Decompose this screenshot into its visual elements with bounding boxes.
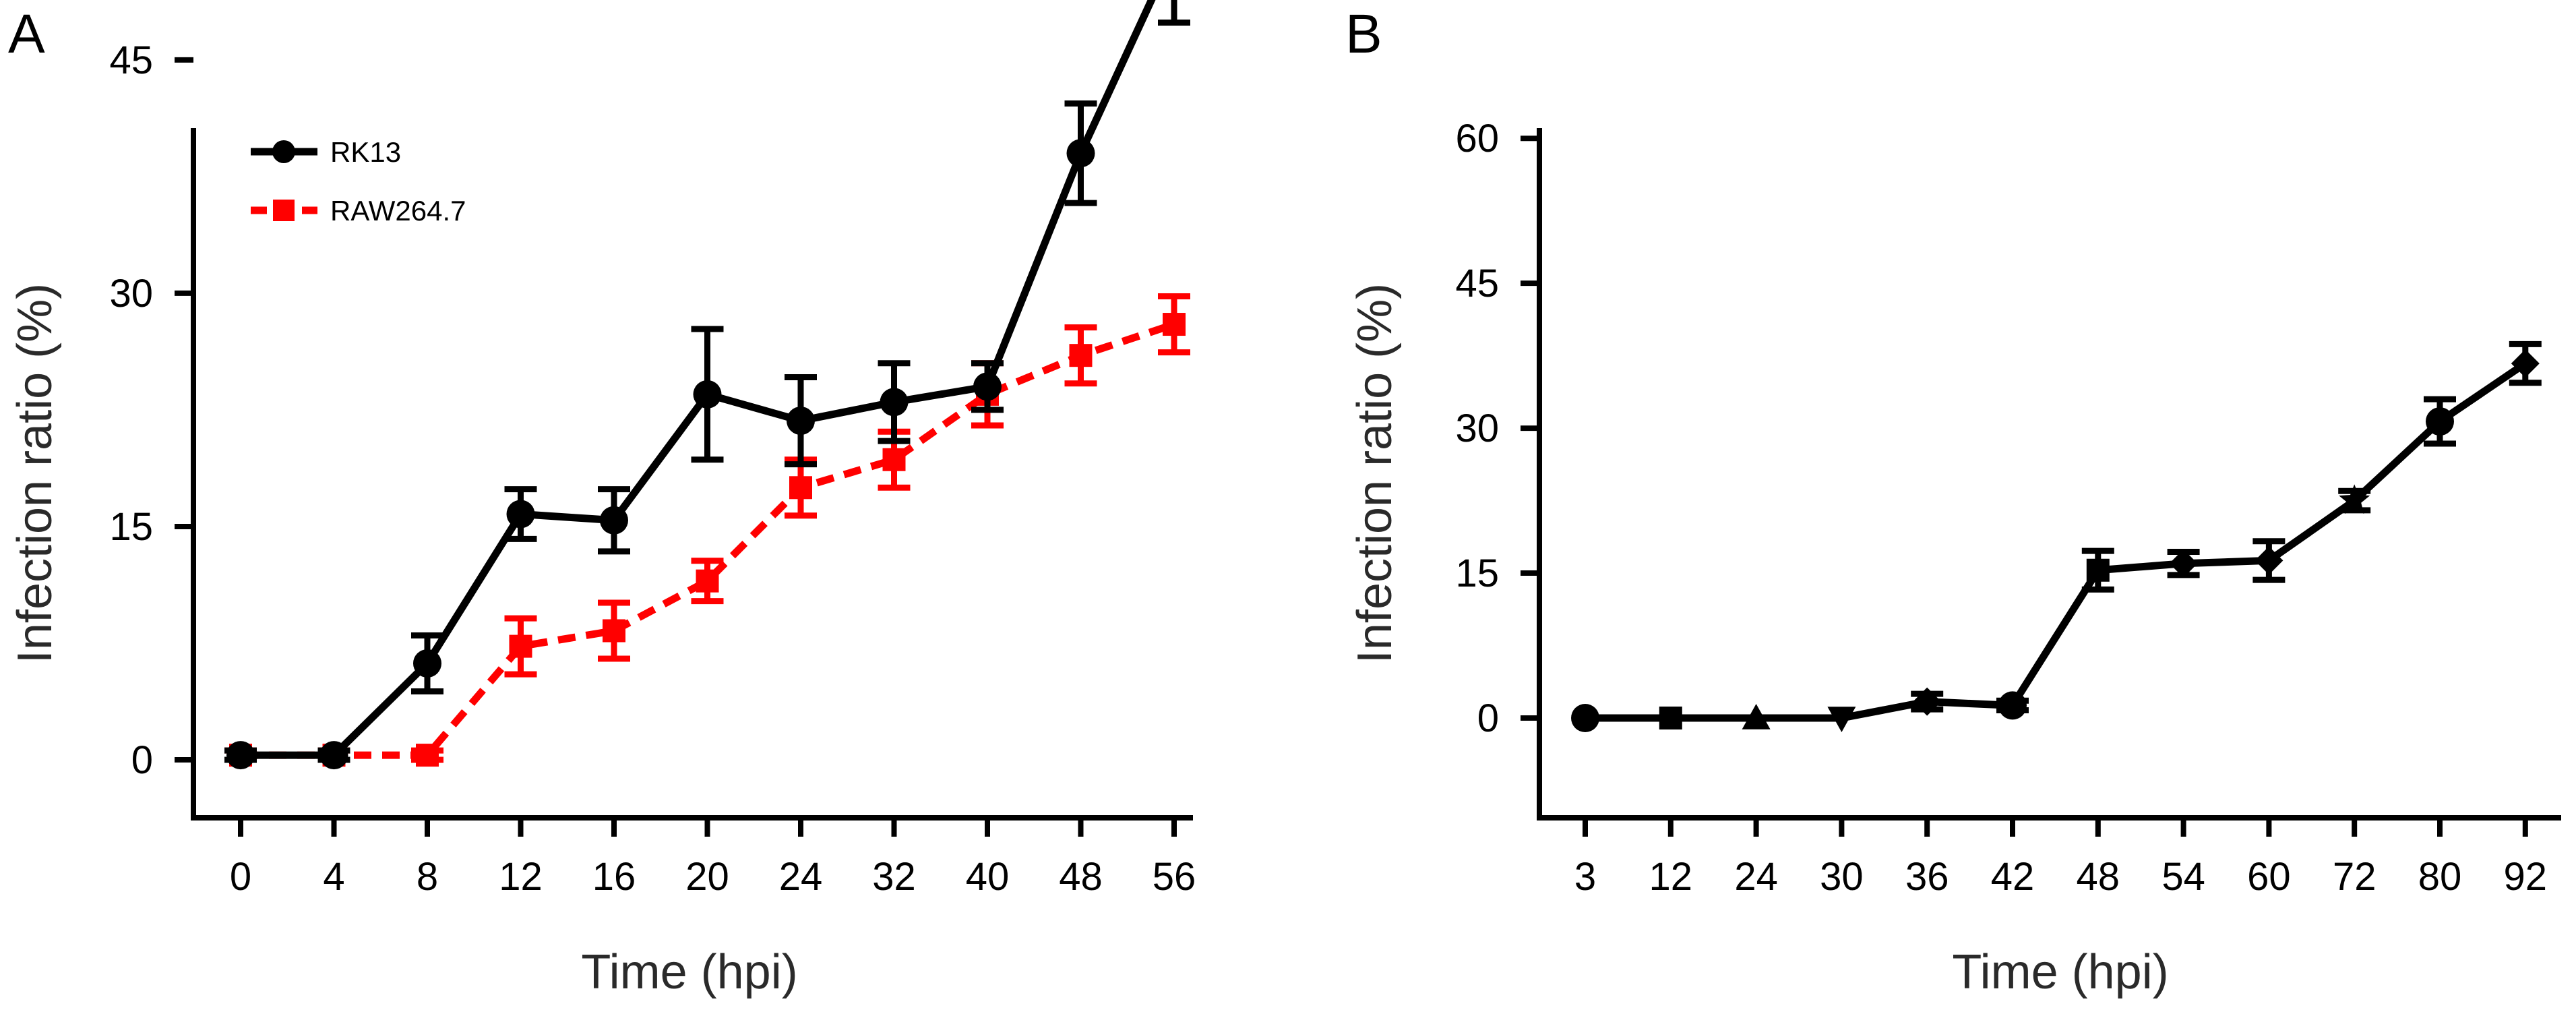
- series-line: [1585, 360, 2527, 722]
- chart-a-x-label: Time (hpi): [581, 945, 797, 999]
- data-point: [1742, 704, 1771, 729]
- x-tick-label: 0: [230, 855, 251, 899]
- data-point: [416, 744, 439, 767]
- legend-raw264-marker: [273, 200, 295, 221]
- y-tick-label: 15: [109, 505, 153, 549]
- y-tick-label: 45: [109, 38, 153, 82]
- x-tick-label: 20: [685, 855, 729, 899]
- x-tick-label: 92: [2504, 855, 2548, 899]
- data-point: [509, 634, 532, 658]
- data-point: [319, 741, 348, 770]
- data-point: [2511, 349, 2540, 378]
- data-point: [880, 388, 909, 417]
- x-tick-label: 3: [1574, 855, 1596, 899]
- panel-label-a: A: [8, 3, 45, 65]
- y-tick-label: 60: [1455, 117, 1499, 160]
- data-point: [506, 500, 535, 529]
- legend-rk13-marker: [272, 140, 295, 163]
- x-tick-label: 48: [1059, 855, 1103, 899]
- x-tick-label: 30: [1820, 855, 1864, 899]
- chart-a-series-rk13: [224, 0, 1190, 770]
- x-tick-label: 72: [2333, 855, 2376, 899]
- x-tick-label: 54: [2161, 855, 2205, 899]
- y-tick-label: 30: [1455, 407, 1499, 450]
- x-tick-label: 36: [1905, 855, 1949, 899]
- chart-b-y-label: Infection ratio (%): [1348, 283, 1402, 663]
- y-tick-label: 45: [1455, 262, 1499, 305]
- chart-b: 0 15 30 45 60 3 12 24 30 36 42 48 54 60 72 80 92 Time (h…: [1348, 117, 2561, 999]
- data-point: [973, 372, 1002, 401]
- chart-a-y-label: Infection ratio (%): [8, 283, 62, 663]
- x-tick-label: 8: [417, 855, 438, 899]
- data-point: [1163, 313, 1186, 336]
- data-point: [696, 569, 719, 593]
- legend-raw264-label: RAW264.7: [330, 195, 466, 227]
- data-point: [600, 506, 628, 535]
- data-point: [693, 380, 722, 409]
- data-point: [2255, 546, 2283, 575]
- x-tick-label: 12: [499, 855, 543, 899]
- x-tick-label: 42: [1991, 855, 2035, 899]
- x-tick-label: 16: [592, 855, 636, 899]
- data-point: [1571, 704, 1599, 732]
- chart-a-legend: RK13 RAW264.7: [251, 136, 466, 227]
- x-tick-label: 60: [2247, 855, 2291, 899]
- y-tick-label: 0: [131, 738, 153, 782]
- panel-label-b: B: [1345, 3, 1382, 65]
- legend-rk13-label: RK13: [330, 136, 401, 168]
- data-point: [2426, 407, 2454, 436]
- x-tick-label: 56: [1153, 855, 1196, 899]
- x-tick-label: 24: [1734, 855, 1778, 899]
- chart-b-ticks: 0 15 30 45 60 3 12 24 30 36 42 48 54 60 72 80 92: [1455, 117, 2547, 899]
- x-tick-label: 32: [872, 855, 916, 899]
- data-point: [1066, 139, 1095, 168]
- chart-b-x-label: Time (hpi): [1952, 945, 2168, 999]
- data-point: [882, 448, 906, 471]
- data-point: [413, 649, 441, 678]
- x-tick-label: 12: [1649, 855, 1693, 899]
- data-point: [1913, 687, 1942, 716]
- data-point: [1827, 707, 1856, 732]
- data-point: [1069, 344, 1093, 367]
- data-point: [2339, 484, 2370, 514]
- data-point: [2169, 549, 2198, 578]
- x-tick-label: 4: [323, 855, 344, 899]
- x-tick-label: 48: [2077, 855, 2120, 899]
- x-tick-label: 80: [2418, 855, 2462, 899]
- data-point: [1659, 707, 1682, 729]
- data-point: [1998, 691, 2027, 720]
- y-tick-label: 30: [109, 272, 153, 316]
- chart-b-series: [1571, 340, 2542, 732]
- x-tick-label: 24: [779, 855, 823, 899]
- y-tick-label: 0: [1477, 696, 1499, 740]
- y-tick-label: 15: [1455, 551, 1499, 595]
- series-line: [241, 320, 1175, 759]
- data-point: [789, 476, 812, 500]
- x-tick-label: 40: [966, 855, 1010, 899]
- data-point: [603, 619, 625, 643]
- chart-a-ticks: 0153045600481216202432404856: [109, 38, 1196, 899]
- chart-a: 0153045600481216202432404856 Time (hpi) …: [8, 0, 1196, 999]
- data-point: [226, 741, 255, 770]
- data-point: [787, 407, 815, 436]
- data-point: [2086, 558, 2110, 582]
